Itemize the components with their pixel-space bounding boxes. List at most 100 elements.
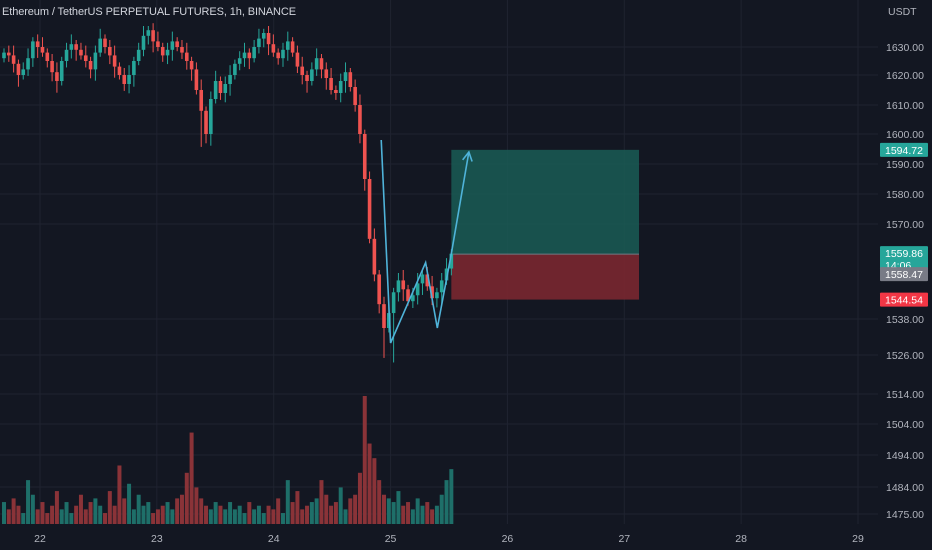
candle-body xyxy=(55,72,59,81)
candle-body xyxy=(266,33,271,45)
volume-bar xyxy=(165,502,170,524)
price-tick-label: 1580.00 xyxy=(886,189,924,201)
candle-body xyxy=(93,52,98,70)
volume-bar xyxy=(232,509,237,524)
price-tick-label: 1475.00 xyxy=(886,509,924,521)
volume-bar xyxy=(285,480,290,524)
candle-body xyxy=(26,58,30,70)
volume-bar xyxy=(155,509,160,524)
price-tick-label: 1620.00 xyxy=(886,70,924,82)
candle-body xyxy=(2,52,6,59)
volume-bar xyxy=(401,505,406,524)
volume-bar xyxy=(103,513,108,524)
current-price-label-text: 1559.86 xyxy=(885,248,923,260)
volume-bar xyxy=(333,502,338,524)
volume-bar xyxy=(194,487,199,524)
candle-body xyxy=(180,47,184,53)
volume-bar xyxy=(386,498,391,524)
candle-body xyxy=(127,75,131,84)
candle-body xyxy=(141,35,146,50)
price-tick-label: 1590.00 xyxy=(886,159,924,171)
candle-body xyxy=(353,87,357,105)
volume-bar xyxy=(353,494,358,524)
volume-bar xyxy=(314,498,319,524)
price-tick-label: 1504.00 xyxy=(886,419,924,431)
candle-body xyxy=(45,52,50,61)
volume-bar xyxy=(74,505,79,524)
candle-body xyxy=(50,61,54,73)
volume-bar xyxy=(208,509,213,524)
candle-body xyxy=(103,38,107,47)
candle-body xyxy=(233,63,237,75)
volume-bar xyxy=(420,505,425,524)
volume-bar xyxy=(88,502,93,524)
candle-body xyxy=(31,41,35,59)
candle-body xyxy=(425,274,430,287)
candle-body xyxy=(247,52,252,59)
volume-bar xyxy=(425,502,430,524)
projection-line xyxy=(380,139,470,344)
volume-bar xyxy=(78,494,83,524)
candle-body xyxy=(257,38,261,47)
volume-bar xyxy=(396,491,401,524)
volume-bar xyxy=(189,432,194,524)
price-axis[interactable]: USDT 1475.00 1484.00 1494.00 1504.00 1514.00 1… xyxy=(886,6,924,521)
volume-bar xyxy=(6,509,11,524)
candle-body xyxy=(122,75,127,84)
candle-body xyxy=(411,295,415,302)
price-tick-label: 1610.00 xyxy=(886,100,924,112)
volume-bar xyxy=(170,509,175,524)
volume-bar xyxy=(213,502,218,524)
candle-body xyxy=(83,55,88,61)
price-tick-label: 1600.00 xyxy=(886,129,924,141)
candle-body xyxy=(334,90,338,93)
candle-body xyxy=(189,61,194,70)
volume-bar xyxy=(30,494,35,524)
candle-body xyxy=(372,238,377,275)
projection-path xyxy=(380,139,473,344)
candle-body xyxy=(223,84,228,93)
stop-price-label-text: 1544.54 xyxy=(885,295,923,307)
volume-bar xyxy=(449,469,454,524)
candle-body xyxy=(430,286,434,299)
candle-body xyxy=(338,81,343,93)
price-tick-label: 1494.00 xyxy=(886,450,924,462)
volume-bar xyxy=(391,502,396,524)
volume-bar xyxy=(112,505,117,524)
volume-bar xyxy=(131,509,136,524)
candle-body xyxy=(136,49,141,61)
candle-body xyxy=(209,99,213,134)
volume-bar xyxy=(146,502,151,524)
candle-body xyxy=(358,105,362,134)
candle-body xyxy=(88,61,93,70)
candle-body xyxy=(391,292,396,314)
target-zone xyxy=(451,149,639,255)
volume-bar xyxy=(377,480,382,524)
volume-bar xyxy=(362,396,367,524)
time-tick-label: 22 xyxy=(34,533,46,545)
volume-bar xyxy=(184,472,189,524)
volume-bar xyxy=(223,509,228,524)
volume-bar xyxy=(338,487,343,524)
time-axis[interactable]: 22 23 24 25 26 27 28 29 xyxy=(34,533,864,545)
volume-bar xyxy=(228,502,233,524)
candle-body xyxy=(449,253,454,269)
candle-body xyxy=(228,75,232,84)
candle-body xyxy=(242,52,247,59)
time-tick-label: 28 xyxy=(735,533,747,545)
volume-bar xyxy=(290,502,295,524)
price-tick-label: 1570.00 xyxy=(886,219,924,231)
volume-bar xyxy=(175,498,180,524)
projection-arrowhead xyxy=(462,150,473,162)
volume-bar xyxy=(242,513,247,524)
volume-bar xyxy=(357,472,362,524)
candle-body xyxy=(314,58,319,70)
stop-price-label-box xyxy=(880,292,928,307)
price-tick-label: 1526.00 xyxy=(886,350,924,362)
volume-bar xyxy=(430,509,435,524)
target-price-label-box xyxy=(880,142,928,157)
price-tick-label: 1630.00 xyxy=(886,42,924,54)
time-tick-label: 29 xyxy=(852,533,864,545)
